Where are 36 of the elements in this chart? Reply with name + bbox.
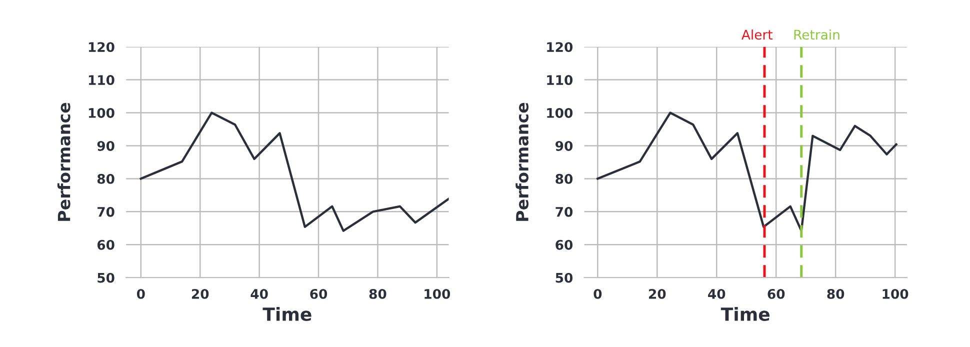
y-tick-label: 100 bbox=[88, 108, 114, 118]
y-tick-label: 110 bbox=[88, 75, 114, 86]
y-tick-label: 90 bbox=[555, 140, 573, 151]
y-tick-label: 70 bbox=[556, 206, 573, 217]
x-tick-label: 80 bbox=[369, 288, 386, 299]
y-tick-label: 120 bbox=[547, 42, 573, 52]
y-tick-label: 50 bbox=[98, 272, 114, 283]
line-series bbox=[140, 112, 449, 232]
x-tick-label: 100 bbox=[424, 288, 450, 299]
y-tick-label: 60 bbox=[97, 240, 114, 250]
x-tick-label: 80 bbox=[827, 288, 844, 299]
x-tick-label: 40 bbox=[250, 288, 268, 299]
y-tick-label: 110 bbox=[547, 75, 573, 86]
x-axis-title: Time bbox=[262, 307, 312, 322]
x-axis-title: Time bbox=[720, 307, 770, 322]
y-tick-label: 100 bbox=[547, 108, 573, 118]
y-axis-title: Performance bbox=[57, 102, 70, 221]
line-series bbox=[596, 112, 898, 232]
x-tick-label: 60 bbox=[310, 288, 328, 299]
y-axis-title: Performance bbox=[516, 102, 529, 221]
y-tick-label: 80 bbox=[97, 174, 114, 184]
x-tick-label: 100 bbox=[882, 288, 908, 299]
x-tick-label: 0 bbox=[136, 288, 145, 299]
y-tick-label: 120 bbox=[88, 42, 114, 52]
x-tick-label: 20 bbox=[192, 288, 209, 299]
y-tick-label: 50 bbox=[556, 272, 573, 283]
ref-line-label: Retrain bbox=[794, 29, 840, 40]
y-tick-label: 80 bbox=[556, 174, 573, 184]
x-tick-label: 20 bbox=[649, 288, 666, 299]
y-tick-label: 70 bbox=[98, 206, 114, 217]
x-tick-label: 0 bbox=[594, 288, 602, 299]
y-tick-label: 60 bbox=[556, 240, 573, 250]
ref-line-label: Alert bbox=[742, 29, 773, 40]
y-tick-label: 90 bbox=[97, 140, 114, 151]
x-tick-label: 60 bbox=[768, 288, 785, 299]
x-tick-label: 40 bbox=[708, 288, 726, 299]
